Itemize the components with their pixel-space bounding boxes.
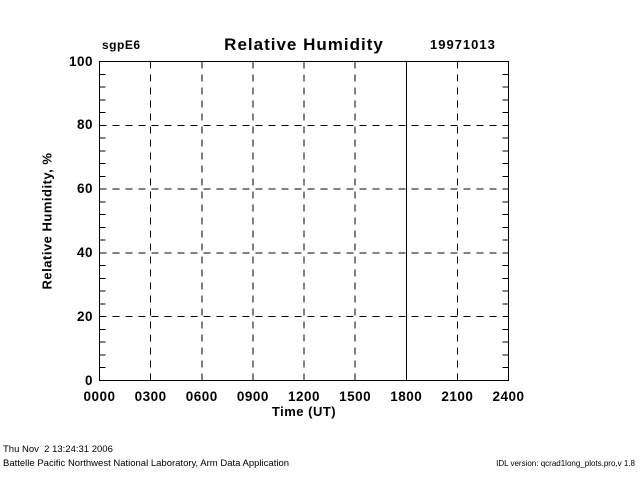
provenance-block: IDL version: qcrad1long_plots.pro,v 1.8 … bbox=[445, 443, 635, 480]
x-axis-title: Time (UT) bbox=[271, 404, 337, 419]
y-tick-label: 100 bbox=[68, 53, 93, 69]
x-tick-label: 1200 bbox=[287, 389, 321, 404]
y-tick-label: 80 bbox=[76, 117, 93, 133]
timestamp-label: Thu Nov 2 13:24:31 2006 bbox=[3, 444, 113, 455]
y-axis-title: Relative Humidity, % bbox=[39, 152, 55, 290]
date-label: 19971013 bbox=[430, 37, 496, 52]
y-tick-label: 20 bbox=[76, 308, 93, 324]
x-tick-label: 2100 bbox=[441, 389, 474, 404]
y-tick-label: 60 bbox=[76, 181, 93, 197]
chart-title: Relative Humidity bbox=[224, 35, 384, 54]
x-tick-label: 1500 bbox=[339, 389, 372, 404]
x-tick-label: 0000 bbox=[83, 389, 116, 404]
x-tick-label: 1800 bbox=[390, 389, 423, 404]
x-tick-label: 0300 bbox=[134, 389, 167, 404]
y-tick-label: 40 bbox=[76, 244, 93, 260]
y-tick-label: 0 bbox=[84, 372, 93, 388]
organization-label: Battelle Pacific Northwest National Labo… bbox=[3, 458, 290, 469]
site-label: sgpE6 bbox=[102, 38, 141, 52]
x-tick-label: 2400 bbox=[492, 389, 525, 404]
x-tick-label: 0600 bbox=[185, 389, 218, 404]
x-tick-label: 0900 bbox=[236, 389, 269, 404]
idl-version-label: IDL version: qcrad1long_plots.pro,v 1.8 bbox=[496, 458, 635, 468]
